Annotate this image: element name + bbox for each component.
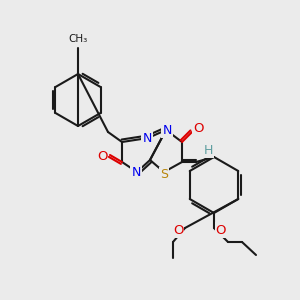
Text: H: H	[203, 143, 213, 157]
Text: N: N	[142, 131, 152, 145]
Text: S: S	[160, 167, 168, 181]
Text: CH₃: CH₃	[68, 34, 88, 44]
Text: O: O	[216, 224, 226, 236]
Text: N: N	[131, 167, 141, 179]
Text: N: N	[162, 124, 172, 136]
Text: O: O	[173, 224, 183, 236]
Text: O: O	[193, 122, 203, 136]
Text: O: O	[97, 151, 107, 164]
